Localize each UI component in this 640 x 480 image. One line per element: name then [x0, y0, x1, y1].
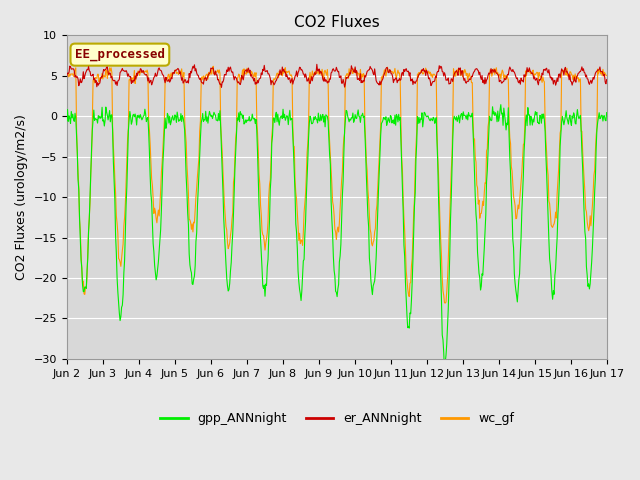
Text: EE_processed: EE_processed: [75, 48, 165, 61]
Legend: gpp_ANNnight, er_ANNnight, wc_gf: gpp_ANNnight, er_ANNnight, wc_gf: [155, 407, 519, 430]
Y-axis label: CO2 Fluxes (urology/m2/s): CO2 Fluxes (urology/m2/s): [15, 114, 28, 280]
Title: CO2 Fluxes: CO2 Fluxes: [294, 15, 380, 30]
